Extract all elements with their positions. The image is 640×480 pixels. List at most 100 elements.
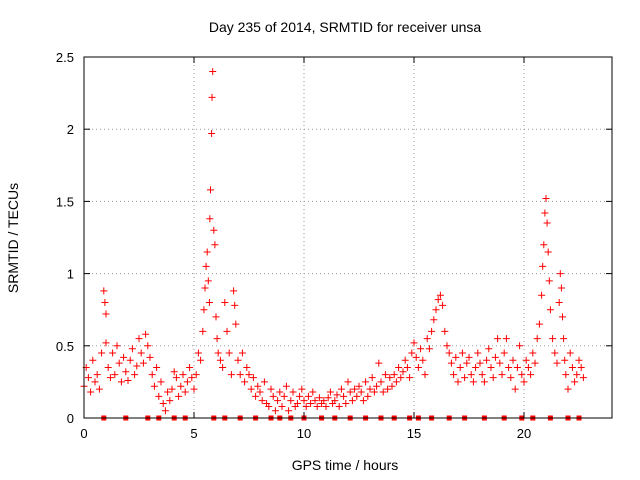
data-point (335, 402, 343, 410)
data-point (166, 397, 174, 405)
data-point (362, 378, 370, 386)
data-point (137, 349, 145, 357)
data-point (177, 382, 185, 390)
data-point (236, 371, 244, 379)
data-point (256, 388, 264, 396)
data-point (505, 363, 513, 371)
data-point (480, 378, 488, 386)
data-point (562, 371, 570, 379)
data-point (549, 335, 557, 343)
data-point (293, 400, 301, 408)
data-point (102, 310, 110, 318)
data-point (353, 392, 361, 400)
data-point (556, 270, 564, 278)
data-point (571, 378, 579, 386)
data-point (432, 306, 440, 314)
data-point (89, 356, 97, 364)
data-point (458, 349, 466, 357)
data-point (450, 371, 458, 379)
data-point (496, 359, 504, 367)
plot-frame (83, 56, 613, 419)
data-point (379, 388, 387, 396)
data-point (179, 371, 187, 379)
data-point (577, 363, 585, 371)
data-point (102, 339, 110, 347)
data-point (520, 378, 528, 386)
data-point (95, 385, 103, 393)
data-point (557, 284, 565, 292)
data-point (194, 349, 202, 357)
data-point (199, 327, 207, 335)
data-point (337, 385, 345, 393)
y-tick-label: 1 (67, 267, 74, 282)
data-point (100, 287, 108, 295)
data-point (265, 402, 273, 410)
data-point (566, 349, 574, 357)
data-point (395, 363, 403, 371)
grid (84, 57, 612, 418)
data-point (502, 335, 510, 343)
data-point (126, 356, 134, 364)
data-point (511, 385, 519, 393)
data-point (414, 363, 422, 371)
data-point (474, 349, 482, 357)
data-point (333, 391, 341, 399)
data-point (452, 353, 460, 361)
data-point (553, 359, 561, 367)
data-point (344, 378, 352, 386)
data-point (539, 262, 547, 270)
data-point (252, 392, 260, 400)
data-point (348, 397, 356, 405)
data-point (150, 382, 158, 390)
data-point (109, 349, 117, 357)
data-point (315, 394, 323, 402)
x-axis-label: GPS time / hours (292, 457, 399, 473)
data-point (441, 327, 449, 335)
data-point (364, 392, 372, 400)
data-point (403, 363, 411, 371)
data-point (366, 385, 374, 393)
data-point (111, 371, 119, 379)
data-point (117, 378, 125, 386)
data-point (221, 298, 229, 306)
data-point (168, 385, 176, 393)
data-point (302, 402, 310, 410)
data-point (146, 353, 154, 361)
data-point (545, 277, 553, 285)
x-tick-label: 15 (407, 426, 421, 441)
data-point (205, 298, 213, 306)
data-point (401, 356, 409, 364)
data-point (384, 385, 392, 393)
data-point (202, 262, 210, 270)
data-point (518, 371, 526, 379)
data-point (386, 374, 394, 382)
data-point (260, 378, 268, 386)
y-tick-label: 1.5 (56, 194, 74, 209)
data-point (241, 378, 249, 386)
data-point (153, 363, 161, 371)
data-point (461, 374, 469, 382)
data-point (375, 359, 383, 367)
data-point (172, 374, 180, 382)
data-point (186, 363, 194, 371)
data-point (531, 359, 539, 367)
axis-ticks: 0 5 10 15 20 0 0.5 1 1.5 2 2.5 (56, 50, 612, 441)
data-point (207, 186, 214, 194)
data-point (533, 335, 541, 343)
data-point (346, 388, 354, 396)
data-point (276, 388, 284, 396)
data-point (340, 392, 348, 400)
data-point (476, 359, 484, 367)
data-point (436, 291, 444, 299)
data-point (287, 397, 295, 405)
data-point (568, 363, 576, 371)
data-point (238, 349, 246, 357)
data-point (469, 378, 477, 386)
data-point (101, 298, 109, 306)
data-point (159, 400, 167, 408)
data-point (579, 374, 587, 382)
data-point (234, 356, 242, 364)
data-point (227, 371, 235, 379)
data-point (230, 287, 238, 295)
